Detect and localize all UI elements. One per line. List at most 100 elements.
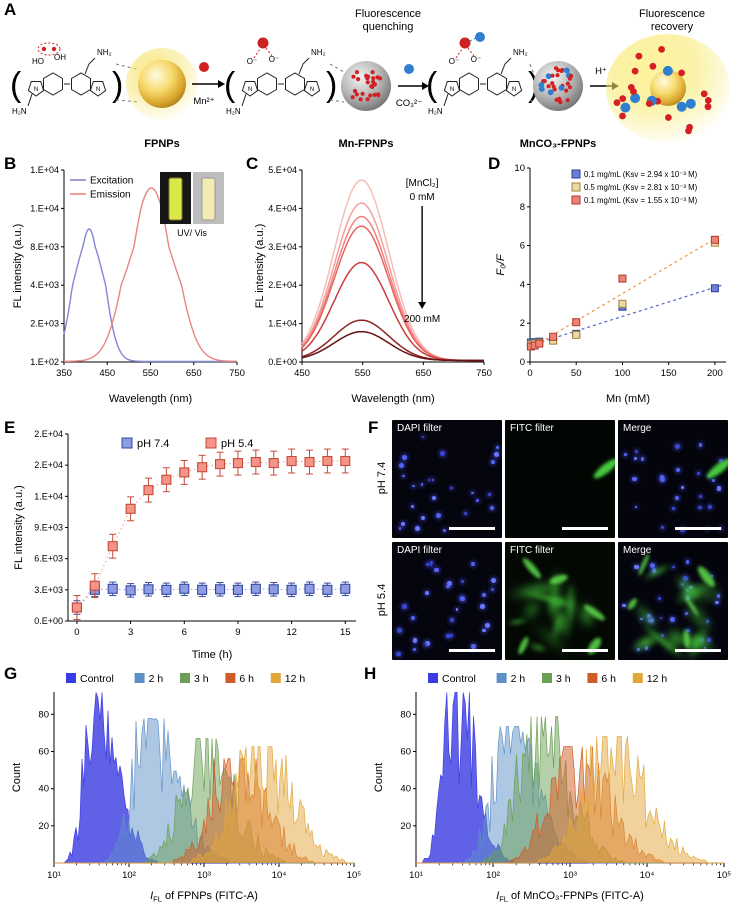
histogram-Control — [54, 692, 354, 863]
text: NH₂ — [97, 48, 112, 57]
legend-label: 2 h — [511, 673, 526, 685]
text: ) — [326, 66, 337, 104]
x-tick-label: 350 — [56, 368, 72, 379]
polygon — [505, 81, 523, 97]
circle — [545, 73, 552, 80]
hbond-dot — [51, 46, 57, 52]
polygon — [241, 81, 259, 97]
line — [467, 47, 475, 57]
circle — [676, 101, 687, 112]
y-tick-label: 0.E+00 — [268, 357, 297, 367]
mnco3-fpnps-label: MnCO₃-FPNPs — [520, 138, 597, 150]
tspan: FL — [499, 895, 508, 904]
polygon — [303, 81, 321, 97]
nucleus-dot — [413, 647, 417, 652]
polygon — [422, 82, 429, 90]
microscopy-image-dapi: DAPI filter — [392, 420, 502, 538]
x-axis-label: Wavelength (nm) — [351, 393, 434, 405]
annotation-end: 200 mM — [404, 314, 440, 325]
nucleus-dot — [491, 459, 496, 464]
nucleus-dot — [420, 482, 424, 486]
circle — [372, 92, 377, 97]
scale-bar — [675, 648, 721, 652]
tspan: I — [496, 890, 499, 902]
text: N — [248, 87, 252, 93]
x-tick-label: 10² — [486, 870, 500, 881]
data-point — [322, 455, 333, 467]
mn-ion-label: Mn²⁺ — [193, 96, 214, 107]
rect — [121, 437, 133, 449]
circle — [368, 93, 373, 98]
circle — [560, 67, 565, 73]
nucleus-dot — [400, 521, 406, 527]
polyline — [500, 57, 512, 75]
x-axis-label: Time (h) — [192, 649, 233, 661]
y-tick-label: 1.E+04 — [34, 491, 63, 501]
nucleus-dot — [639, 617, 643, 621]
scale-bar — [449, 648, 495, 652]
nucleus-dot — [482, 628, 486, 632]
flow-histogram-svg: 20 40 60 80 10¹ 10² 10³ 10⁴ 10⁵ Count IFL of FPNPs… — [11, 673, 362, 904]
nucleus-dot — [479, 604, 485, 610]
image-label: FITC filter — [510, 545, 554, 556]
circle — [565, 81, 571, 86]
histogram-12h — [416, 736, 724, 863]
nucleus-dot — [699, 494, 703, 498]
nucleus-dot — [425, 640, 431, 646]
mncl2-0mM-curve — [301, 179, 484, 362]
image-label: Merge — [623, 423, 652, 434]
nucleus-dot — [624, 453, 627, 456]
kinetics-svg: 0.E+00 3.E+03 6.E+03 9.E+03 1.E+04 2.E+04 2.E+… — [13, 429, 356, 661]
rect — [496, 673, 507, 683]
polyline — [84, 57, 96, 75]
rect — [632, 673, 643, 683]
data-point — [549, 332, 558, 341]
x-tick-label: 10⁵ — [347, 870, 362, 881]
nucleus-dot — [446, 634, 451, 639]
text: N — [310, 87, 314, 93]
nucleus-dot — [429, 560, 434, 565]
circle — [376, 93, 381, 98]
circle — [366, 74, 371, 79]
y-tick-label: 20 — [400, 821, 411, 832]
nucleus-dot — [657, 596, 662, 600]
nucleus-dot — [661, 526, 665, 530]
histogram-2h — [416, 726, 724, 863]
circle — [550, 73, 555, 78]
nucleus-dot — [446, 581, 452, 586]
mn-ion-dot — [199, 62, 209, 72]
circle — [678, 69, 685, 77]
circle — [567, 85, 573, 90]
polygon — [418, 302, 427, 309]
line — [329, 63, 345, 73]
circle — [630, 93, 641, 104]
nucleus-dot — [428, 478, 431, 482]
x-tick-label: 3 — [128, 627, 133, 638]
line — [529, 99, 535, 103]
data-point — [214, 584, 226, 595]
circle — [365, 80, 370, 85]
text: H₂N — [428, 107, 443, 116]
circle — [351, 74, 356, 79]
y-tick-label: 10 — [514, 163, 525, 174]
circle — [658, 46, 665, 53]
data-point — [161, 474, 172, 485]
nucleus-dot — [697, 505, 702, 510]
panel-letter-b: B — [4, 154, 17, 173]
nucleus-dot — [495, 445, 500, 450]
nucleus-dot — [398, 463, 404, 469]
nucleus-dot — [449, 634, 453, 638]
nucleus-dot — [412, 638, 418, 643]
rect — [134, 673, 145, 683]
nucleus-dot — [410, 504, 415, 509]
legend-label: Excitation — [90, 176, 133, 187]
recovery-label: recovery — [651, 21, 694, 33]
nucleus-dot — [633, 457, 637, 461]
excitation-curve — [63, 228, 237, 363]
image-label: DAPI filter — [397, 423, 443, 434]
y-tick-label: 8 — [520, 202, 525, 213]
nucleus-dot — [659, 475, 665, 481]
x-axis-label: Mn (mM) — [606, 393, 650, 405]
nucleus-dot — [672, 565, 676, 569]
nucleus-dot — [494, 452, 499, 457]
